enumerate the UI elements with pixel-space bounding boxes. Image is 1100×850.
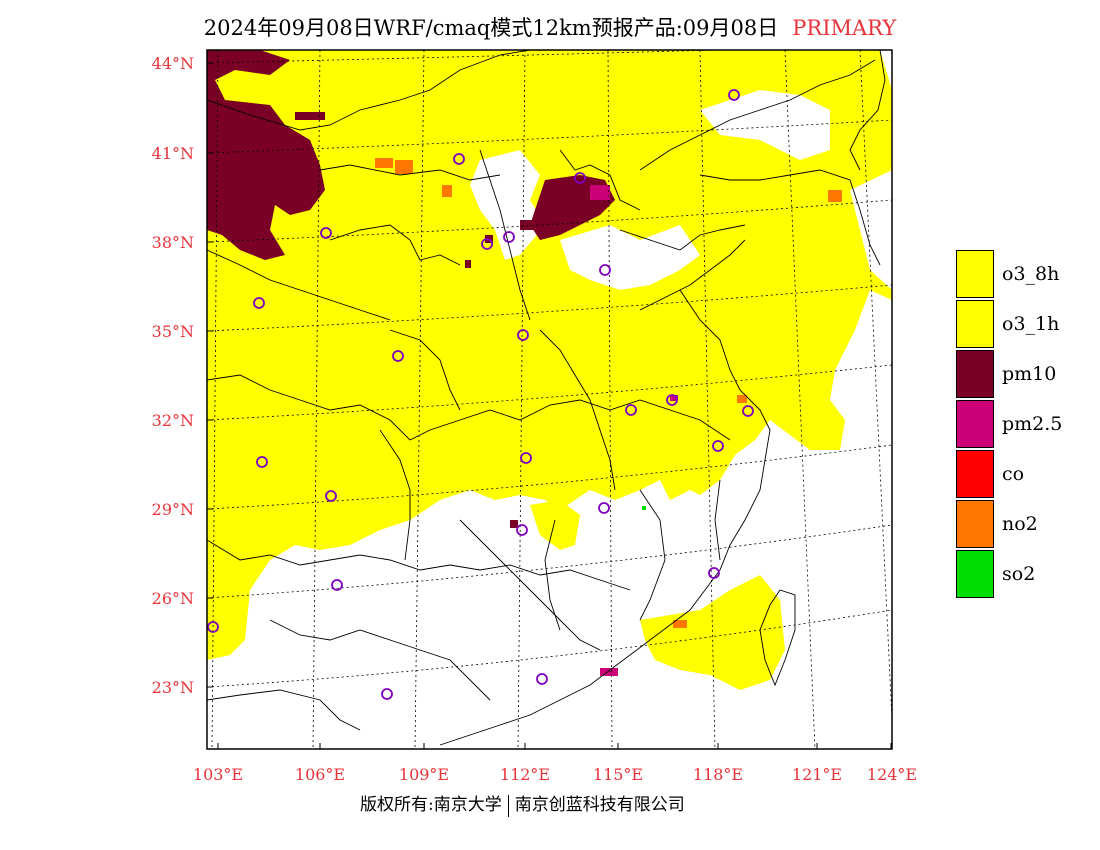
plot-frame: [206, 49, 893, 750]
legend: o3_8h o3_1h pm10 pm2.5 co no2 so2: [956, 249, 1076, 599]
legend-swatch: [956, 450, 994, 498]
station-marker: [331, 579, 343, 591]
pm25-patch-a: [590, 185, 610, 200]
stations: [207, 89, 754, 700]
station-marker: [520, 452, 532, 464]
station-marker: [503, 231, 515, 243]
no2-patch-a: [375, 158, 393, 168]
map-area: [207, 50, 892, 749]
y-tick-label: 26°N: [152, 589, 194, 608]
boundaries: [207, 50, 886, 746]
clear-area-ne: [700, 90, 830, 160]
station-marker: [574, 172, 586, 184]
no2-patch-c: [442, 185, 452, 197]
footer-separator: [507, 794, 509, 817]
legend-label: co: [1002, 463, 1025, 485]
y-tick-label: 38°N: [152, 233, 194, 252]
station-marker: [253, 297, 265, 309]
legend-label: o3_1h: [1002, 313, 1060, 335]
so2-patch-a: [642, 506, 646, 510]
station-marker: [481, 238, 493, 250]
legend-label: no2: [1002, 513, 1038, 535]
x-tick-label: 106°E: [295, 765, 345, 784]
legend-item: co: [956, 449, 1076, 499]
x-tick-label: 124°E: [867, 765, 917, 784]
legend-swatch: [956, 550, 994, 598]
legend-item: o3_8h: [956, 249, 1076, 299]
no2-patch-b: [395, 160, 413, 174]
pm10-patch-d: [465, 260, 471, 268]
legend-item: no2: [956, 499, 1076, 549]
station-marker: [516, 524, 528, 536]
legend-item: o3_1h: [956, 299, 1076, 349]
y-axis-labels: 44°N 41°N 38°N 35°N 32°N 29°N 26°N 23°N: [152, 54, 194, 697]
pm25-patch-c: [670, 395, 678, 401]
footer-left: 版权所有:南京大学: [360, 795, 502, 815]
x-axis-labels: 103°E 106°E 109°E 112°E 115°E 118°E 121°E 124°E: [193, 765, 917, 784]
legend-label: so2: [1002, 563, 1036, 585]
station-marker: [320, 227, 332, 239]
legend-swatch: [956, 300, 994, 348]
station-marker: [517, 329, 529, 341]
y-tick-label: 41°N: [152, 144, 194, 163]
station-marker: [599, 264, 611, 276]
axis-ticks: [207, 62, 892, 749]
legend-item: pm10: [956, 349, 1076, 399]
station-marker: [453, 153, 465, 165]
x-tick-label: 112°E: [500, 765, 550, 784]
station-marker: [625, 404, 637, 416]
pm25-patch-b: [600, 668, 618, 676]
legend-item: so2: [956, 549, 1076, 599]
o3-region-hills: [530, 500, 580, 550]
station-marker: [598, 502, 610, 514]
x-tick-label: 109°E: [399, 765, 449, 784]
map-title: 2024年09月08日WRF/cmaq模式12km预报产品:09月08日 PRIM…: [0, 12, 1100, 42]
station-marker: [728, 89, 740, 101]
title-main: 2024年09月08日WRF/cmaq模式12km预报产品:09月08日: [203, 16, 779, 40]
station-marker: [207, 621, 219, 633]
clear-area-bohai: [560, 225, 700, 290]
y-tick-label: 29°N: [152, 500, 194, 519]
legend-label: o3_8h: [1002, 263, 1060, 285]
legend-label: pm10: [1002, 363, 1057, 385]
no2-patch-f: [737, 395, 747, 403]
pm10-patch-a: [295, 112, 325, 120]
station-marker: [381, 688, 393, 700]
y-tick-label: 23°N: [152, 678, 194, 697]
station-marker: [712, 440, 724, 452]
pm10-patch-e: [510, 520, 518, 528]
station-marker: [666, 394, 678, 406]
x-tick-label: 115°E: [593, 765, 643, 784]
station-marker: [392, 350, 404, 362]
legend-swatch: [956, 400, 994, 448]
legend-label: pm2.5: [1002, 413, 1063, 435]
no2-patch-e: [673, 620, 687, 628]
y-tick-label: 32°N: [152, 411, 194, 430]
x-tick-label: 118°E: [693, 765, 743, 784]
x-tick-label: 121°E: [792, 765, 842, 784]
x-tick-label: 103°E: [193, 765, 243, 784]
pm10-patch-b: [520, 220, 535, 230]
legend-swatch: [956, 350, 994, 398]
pm10-region-nw: [207, 50, 325, 260]
footer-right: 南京创蓝科技有限公司: [514, 795, 685, 815]
station-marker: [325, 490, 337, 502]
legend-swatch: [956, 500, 994, 548]
station-marker: [708, 567, 720, 579]
station-marker: [536, 673, 548, 685]
y-tick-label: 44°N: [152, 54, 194, 73]
o3-region: [207, 50, 892, 660]
legend-swatch: [956, 250, 994, 298]
station-marker: [256, 456, 268, 468]
footer: 版权所有:南京大学 南京创蓝科技有限公司: [360, 790, 685, 817]
clear-area-sea: [850, 170, 892, 290]
title-tag: PRIMARY: [792, 16, 897, 40]
station-marker: [742, 405, 754, 417]
no2-patch-d: [828, 190, 842, 202]
legend-item: pm2.5: [956, 399, 1076, 449]
o3-region-coast: [640, 575, 785, 690]
y-tick-label: 35°N: [152, 322, 194, 341]
